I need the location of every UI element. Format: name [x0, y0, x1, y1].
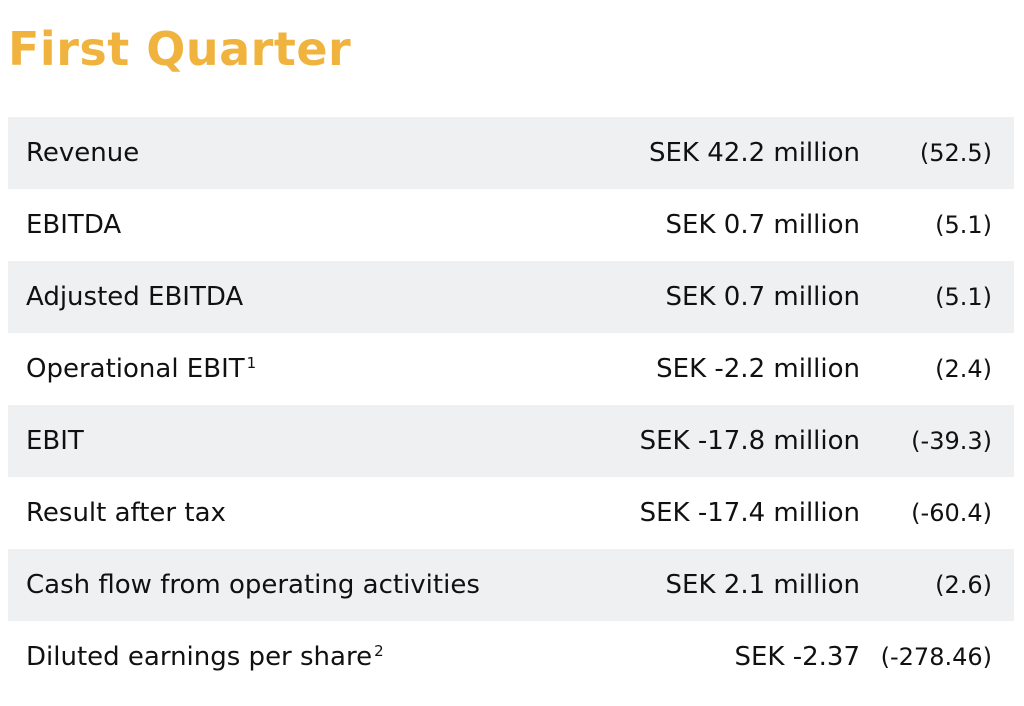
- row-value: SEK -17.8 million: [639, 426, 860, 456]
- row-label-text: Cash flow from operating activities: [26, 570, 480, 600]
- footnote-marker: 2: [374, 642, 384, 660]
- row-label-text: Result after tax: [26, 498, 226, 528]
- table-row: Result after tax SEK -17.4 million (-60.…: [8, 477, 1014, 549]
- row-prior-value: (52.5): [919, 139, 992, 167]
- row-value: SEK 0.7 million: [665, 282, 860, 312]
- page-title: First Quarter: [8, 22, 352, 76]
- row-prior-value: (5.1): [935, 211, 992, 239]
- table-row: EBIT SEK -17.8 million (-39.3): [8, 405, 1014, 477]
- row-prior-value: (2.4): [935, 355, 992, 383]
- row-prior-value: (-60.4): [911, 499, 992, 527]
- table-row: EBITDA SEK 0.7 million (5.1): [8, 189, 1014, 261]
- footnote-marker: 1: [246, 354, 257, 372]
- row-label-text: Revenue: [26, 138, 140, 168]
- row-value: SEK -2.37: [734, 642, 860, 672]
- table-row: Cash flow from operating activities SEK …: [8, 549, 1014, 621]
- row-value: SEK 0.7 million: [665, 210, 860, 240]
- row-label: Result after tax: [8, 498, 500, 528]
- row-label: Revenue: [8, 138, 500, 168]
- row-label: Cash flow from operating activities: [8, 570, 500, 600]
- row-label-text: Diluted earnings per share: [26, 642, 373, 672]
- row-prior-value: (2.6): [935, 571, 992, 599]
- row-value: SEK -17.4 million: [639, 498, 860, 528]
- row-value: SEK 2.1 million: [665, 570, 860, 600]
- row-label: Diluted earnings per share 2: [8, 642, 500, 672]
- row-label-text: Operational EBIT: [26, 354, 245, 384]
- row-label: Adjusted EBITDA: [8, 282, 500, 312]
- row-label: Operational EBIT 1: [8, 354, 500, 384]
- row-label: EBIT: [8, 426, 500, 456]
- row-label-text: Adjusted EBITDA: [26, 282, 244, 312]
- row-value: SEK 42.2 million: [648, 138, 860, 168]
- table-row: Adjusted EBITDA SEK 0.7 million (5.1): [8, 261, 1014, 333]
- row-label-text: EBIT: [26, 426, 84, 456]
- row-label-text: EBITDA: [26, 210, 122, 240]
- row-prior-value: (-39.3): [911, 427, 992, 455]
- row-value: SEK -2.2 million: [656, 354, 860, 384]
- table-row: Diluted earnings per share 2 SEK -2.37 (-…: [8, 621, 1014, 693]
- table-row: Operational EBIT 1 SEK -2.2 million (2.4): [8, 333, 1014, 405]
- key-figures-table: Revenue SEK 42.2 million (52.5) EBITDA S…: [8, 117, 1014, 693]
- row-prior-value: (-278.46): [880, 643, 992, 671]
- row-label: EBITDA: [8, 210, 500, 240]
- table-row: Revenue SEK 42.2 million (52.5): [8, 117, 1014, 189]
- row-prior-value: (5.1): [935, 283, 992, 311]
